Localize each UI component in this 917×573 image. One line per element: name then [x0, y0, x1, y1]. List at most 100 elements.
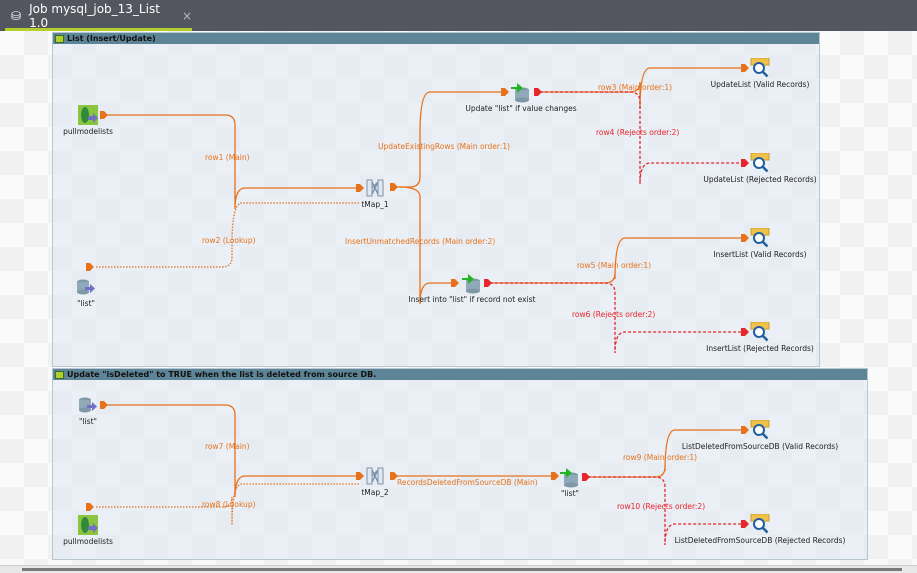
job-tab[interactable]: ⛁ Job mysql_job_13_List 1.0 × [5, 1, 192, 31]
database-input-icon [77, 279, 95, 295]
component-ilv[interactable] [750, 228, 770, 248]
input-connector-icon[interactable] [551, 472, 559, 480]
component-label[interactable]: ListDeletedFromSourceDB (Valid Records) [681, 442, 839, 451]
connection-row10[interactable] [588, 476, 745, 546]
horizontal-scrollbar[interactable] [0, 565, 917, 573]
scrollbar-thumb[interactable] [22, 568, 902, 571]
connection-uer[interactable] [396, 91, 505, 188]
log-row-icon [750, 322, 770, 342]
component-label[interactable]: tMap_2 [361, 488, 389, 497]
collapse-toggle-icon[interactable] [55, 370, 64, 379]
mongodb-input-icon [78, 105, 98, 125]
tmap-icon [366, 179, 384, 197]
tmap-icon [366, 467, 384, 485]
component-label[interactable]: "list" [561, 489, 579, 498]
component-list3[interactable] [560, 467, 580, 488]
output-connector-icon[interactable] [86, 503, 94, 511]
connection-label-row2[interactable]: row2 (Lookup) [202, 236, 256, 245]
connection-label-rdf[interactable]: RecordsDeletedFromSourceDB (Main) [397, 478, 538, 487]
connections-layer [86, 64, 749, 546]
component-label[interactable]: "list" [79, 417, 97, 426]
output-connector-icon[interactable] [100, 111, 108, 119]
database-output-icon [560, 468, 578, 488]
input-connector-icon[interactable] [356, 472, 364, 480]
component-label[interactable]: Insert into "list" if record not exist [408, 295, 536, 304]
input-connector-icon[interactable] [501, 88, 509, 96]
component-label[interactable]: InsertList (Valid Records) [713, 250, 807, 259]
component-ulv[interactable] [750, 58, 770, 78]
connection-label-row9[interactable]: row9 (Main order:1) [623, 453, 698, 462]
connection-label-row4[interactable]: row4 (Rejects order:2) [596, 128, 680, 137]
connection-row4[interactable] [540, 91, 745, 185]
connection-row6[interactable] [490, 282, 745, 354]
connection-label-row8[interactable]: row8 (Lookup) [202, 500, 256, 509]
component-label[interactable]: InsertList (Rejected Records) [706, 344, 814, 353]
output-connector-icon[interactable] [484, 279, 492, 287]
component-pull2[interactable] [78, 515, 98, 535]
component-label[interactable]: pullmodelists [63, 537, 113, 546]
component-ilr[interactable] [750, 322, 770, 342]
connection-row2[interactable] [96, 202, 360, 268]
database-input-icon [79, 397, 97, 413]
component-ulr[interactable] [750, 153, 770, 173]
component-label[interactable]: "list" [77, 299, 95, 308]
output-connector-icon[interactable] [390, 183, 398, 191]
connection-label-row7[interactable]: row7 (Main) [205, 442, 250, 451]
input-connector-icon[interactable] [451, 279, 459, 287]
input-connector-icon[interactable] [741, 520, 749, 528]
log-row-icon [750, 153, 770, 173]
component-ins[interactable] [462, 273, 482, 294]
job-tab-title: Job mysql_job_13_List 1.0 [29, 1, 160, 30]
input-connector-icon[interactable] [741, 426, 749, 434]
connection-label-row1[interactable]: row1 (Main) [205, 153, 250, 162]
subjob-title: Update "isDeleted" to TRUE when the list… [67, 370, 377, 379]
component-tmap1[interactable] [365, 178, 385, 198]
connection-row9[interactable] [588, 429, 745, 478]
component-label[interactable]: UpdateList (Valid Records) [710, 80, 810, 89]
log-row-icon [750, 420, 770, 440]
subjob-list-insert-update[interactable]: List (Insert/Update) [52, 32, 820, 367]
component-tmap2[interactable] [365, 466, 385, 486]
connection-label-imr[interactable]: InsertUnmatchedRecords (Main order:2) [345, 237, 496, 246]
component-pull1[interactable] [78, 105, 98, 125]
component-ldr[interactable] [750, 514, 770, 534]
close-tab-icon[interactable]: × [181, 8, 192, 23]
output-connector-icon[interactable] [534, 88, 542, 96]
subjob-update-isdeleted[interactable]: Update "isDeleted" to TRUE when the list… [52, 368, 868, 560]
component-label[interactable]: pullmodelists [63, 127, 113, 136]
connection-row5[interactable] [490, 237, 745, 284]
component-label[interactable]: UpdateList (Rejected Records) [703, 175, 817, 184]
output-connector-icon[interactable] [100, 401, 108, 409]
connection-label-row6[interactable]: row6 (Rejects order:2) [572, 310, 656, 319]
component-list1[interactable] [76, 277, 96, 297]
subjob-header: List (Insert/Update) [53, 33, 819, 44]
component-upd[interactable] [511, 82, 531, 103]
connection-row1[interactable] [106, 114, 360, 210]
connection-label-row5[interactable]: row5 (Main order:1) [577, 261, 652, 270]
connection-label-row3[interactable]: row3 (Main order:1) [598, 83, 673, 92]
subjob-title: List (Insert/Update) [67, 34, 156, 43]
input-connector-icon[interactable] [741, 64, 749, 72]
input-connector-icon[interactable] [741, 328, 749, 336]
job-designer-canvas[interactable]: List (Insert/Update) Update "isDeleted" … [0, 31, 917, 565]
component-label[interactable]: tMap_1 [361, 200, 389, 209]
component-label[interactable]: ListDeletedFromSourceDB (Rejected Record… [674, 536, 846, 545]
output-connector-icon[interactable] [582, 473, 590, 481]
connection-row8[interactable] [96, 483, 360, 526]
component-ldv[interactable] [750, 420, 770, 440]
collapse-toggle-icon[interactable] [55, 34, 64, 43]
connection-imr[interactable] [399, 186, 455, 305]
input-connector-icon[interactable] [741, 159, 749, 167]
connection-label-row10[interactable]: row10 (Rejects order:2) [617, 502, 706, 511]
component-list2[interactable] [78, 395, 98, 415]
connection-row7[interactable] [106, 404, 360, 498]
output-connector-icon[interactable] [390, 472, 398, 480]
connection-row3[interactable] [540, 67, 745, 110]
output-connector-icon[interactable] [86, 263, 94, 271]
log-row-icon [750, 514, 770, 534]
input-connector-icon[interactable] [356, 184, 364, 192]
connection-label-uer[interactable]: UpdateExistingRows (Main order:1) [378, 142, 511, 151]
input-connector-icon[interactable] [741, 234, 749, 242]
component-label[interactable]: Update "list" if value changes [465, 104, 577, 113]
log-row-icon [750, 58, 770, 78]
